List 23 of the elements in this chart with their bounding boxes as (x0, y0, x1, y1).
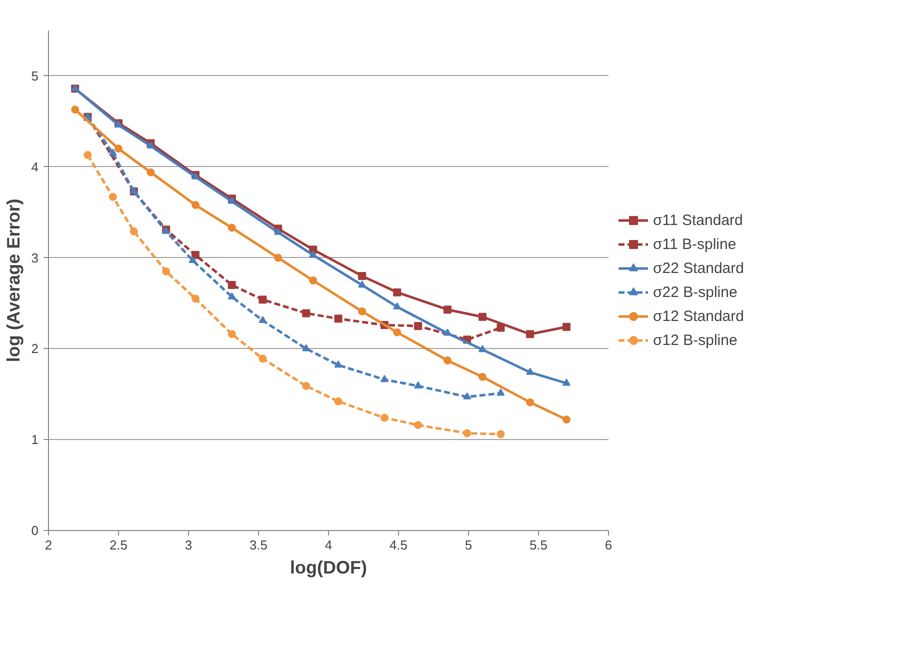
y-tick-label: 3 (31, 250, 39, 266)
y-axis-title: log (Average Error) (3, 198, 24, 362)
x-axis-title: log(DOF) (290, 558, 367, 578)
y-tick-label: 2 (31, 341, 39, 356)
legend-label: σ22 Standard (653, 260, 744, 276)
x-tick-label: 5.5 (529, 538, 548, 552)
legend-label: σ22 B-spline (653, 284, 738, 300)
y-tick-label: 0 (31, 523, 39, 538)
y-tick-label: 5 (31, 68, 39, 84)
legend-label: σ12 Standard (653, 308, 744, 324)
x-tick-label: 3.5 (249, 538, 268, 552)
legend-label: σ11 B-spline (653, 236, 736, 252)
x-tick-label: 2.5 (109, 538, 128, 552)
x-tick-label: 6 (604, 538, 612, 552)
x-tick-label: 4.5 (389, 538, 408, 552)
y-tick-label: 4 (31, 159, 39, 174)
legend-label: σ11 Standard (653, 212, 743, 228)
legend-label: σ12 B-spline (653, 332, 738, 348)
x-tick-label: 2 (44, 538, 52, 552)
x-tick-label: 5 (464, 538, 472, 552)
x-tick-label: 4 (324, 538, 332, 552)
y-tick-label: 1 (31, 432, 39, 448)
x-tick-label: 3 (184, 538, 192, 552)
